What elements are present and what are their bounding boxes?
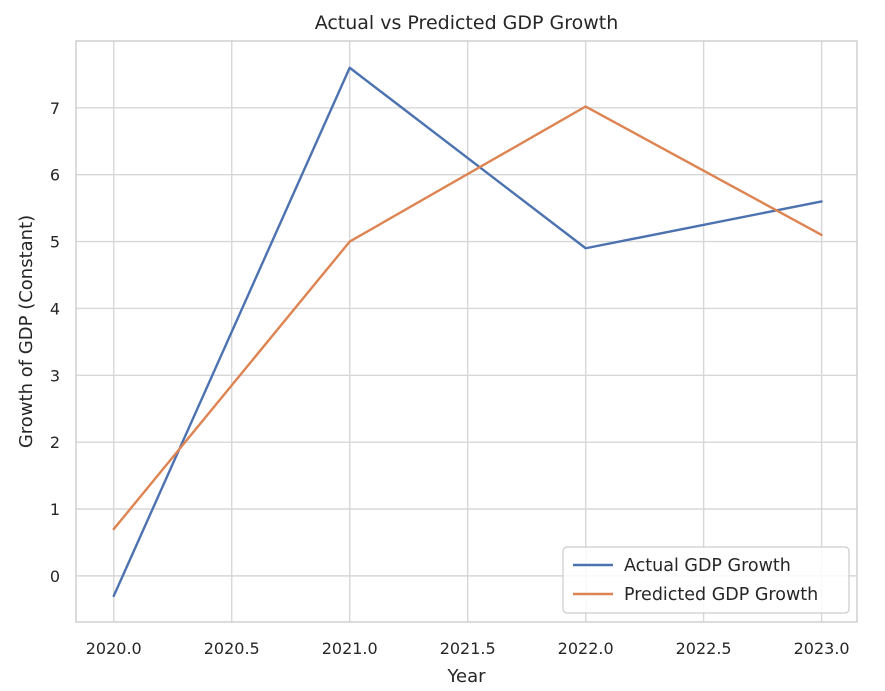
y-axis-label: Growth of GDP (Constant) bbox=[16, 215, 37, 448]
tick-labels: 2020.0 2020.5 2021.0 2021.5 2022.0 2022.5 2023… bbox=[50, 99, 850, 658]
legend-box bbox=[562, 546, 850, 614]
y-tick-label: 5 bbox=[50, 233, 60, 252]
x-tick-label: 2022.5 bbox=[676, 639, 732, 658]
legend-label: Predicted GDP Growth bbox=[624, 585, 818, 605]
x-tick-label: 2021.5 bbox=[440, 639, 496, 658]
x-tick-label: 2020.0 bbox=[86, 639, 142, 658]
y-tick-label: 0 bbox=[50, 567, 60, 586]
series-group bbox=[112, 66, 823, 598]
legend: Actual GDP Growth Predicted GDP Growth bbox=[562, 546, 850, 614]
x-tick-label: 2023.0 bbox=[794, 639, 850, 658]
y-tick-label: 2 bbox=[50, 433, 60, 452]
y-tick-label: 4 bbox=[50, 299, 60, 318]
y-tick-label: 6 bbox=[50, 166, 60, 185]
axes-frame bbox=[75, 40, 858, 623]
series-line-actual-gdp-growth bbox=[112, 66, 823, 598]
x-axis-label: Year bbox=[446, 666, 486, 687]
y-tick-label: 7 bbox=[50, 99, 60, 118]
x-tick-label: 2020.5 bbox=[204, 639, 260, 658]
y-tick-label: 3 bbox=[50, 366, 60, 385]
plot-area bbox=[76, 41, 857, 622]
chart-title: Actual vs Predicted GDP Growth bbox=[315, 12, 619, 34]
x-tick-label: 2022.0 bbox=[558, 639, 614, 658]
x-tick-label: 2021.0 bbox=[322, 639, 378, 658]
y-tick-label: 1 bbox=[50, 500, 60, 519]
series-line-predicted-gdp-growth bbox=[112, 105, 823, 531]
legend-label: Actual GDP Growth bbox=[624, 556, 791, 576]
